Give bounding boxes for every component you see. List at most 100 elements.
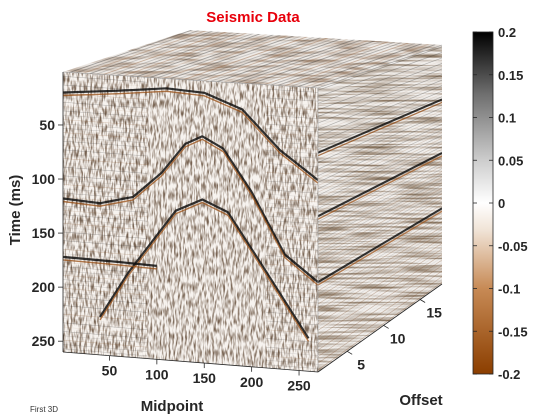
- side-layer-line: [318, 74, 442, 124]
- front-layer-line: [63, 236, 148, 244]
- top-streak-line: [304, 43, 429, 88]
- top-streak-line: [136, 33, 261, 78]
- side-layer-line: [318, 52, 442, 98]
- reflector-anticline-outer: [63, 135, 318, 283]
- side-layer-line: [318, 251, 442, 334]
- x-tick-label: 50: [102, 363, 118, 379]
- x-axis-label: Midpoint: [141, 398, 203, 415]
- front-layer-line: [63, 231, 148, 239]
- front-layer-line: [265, 228, 318, 233]
- colorbar-tick-label: 0.2: [498, 25, 516, 40]
- front-layer-line: [63, 223, 148, 231]
- front-layer-line: [265, 342, 318, 348]
- side-layer-line: [318, 146, 442, 209]
- side-layer-line: [318, 60, 442, 107]
- z-tick-label: 15: [426, 305, 442, 321]
- front-layer-line: [63, 344, 148, 352]
- reflector-flat-deep: [63, 255, 157, 267]
- y-tick-label: 250: [32, 333, 56, 349]
- z-tick-label: 10: [390, 330, 406, 346]
- top-streak-line: [103, 31, 228, 75]
- side-reflector-side-deep-trough: [318, 210, 442, 286]
- side-layer-line: [318, 68, 442, 117]
- chart-title: Seismic Data: [206, 9, 300, 26]
- front-layer-line: [265, 338, 318, 343]
- front-layer-line: [63, 102, 148, 109]
- side-layer-line: [318, 132, 442, 193]
- front-layer-line: [265, 154, 318, 159]
- front-layer-line: [265, 119, 318, 124]
- front-layer-line: [265, 123, 318, 128]
- front-layer-line: [63, 296, 148, 305]
- reflector-flat-deep-trough: [63, 259, 157, 270]
- top-streak-line: [257, 40, 382, 85]
- front-layer-line: [265, 224, 318, 229]
- side-layer-line: [318, 204, 442, 279]
- front-layer-line: [63, 253, 148, 261]
- front-layer-line: [265, 215, 318, 220]
- front-layer-line: [265, 198, 318, 203]
- front-layer-line: [63, 287, 148, 296]
- colorbar-tick-label: 0.05: [498, 153, 523, 168]
- z-axis-line: [317, 283, 443, 373]
- side-layer-line: [318, 187, 442, 259]
- front-layer-line: [265, 298, 318, 304]
- front-layer-line: [265, 346, 318, 352]
- front-layer-line: [265, 316, 318, 321]
- side-layer-line: [318, 121, 442, 180]
- front-layer-line: [265, 163, 318, 168]
- side-layer-line: [318, 96, 442, 150]
- front-layer-line: [63, 127, 148, 135]
- colorbar-ticks: 0.2 0.15 0.1 0.05 0 -0.05 -0.1 -0.15 -0.2: [473, 25, 528, 382]
- top-streak-line: [109, 31, 235, 76]
- side-layer-line: [318, 232, 442, 311]
- side-layer-line: [318, 237, 442, 318]
- side-layer-line: [318, 259, 442, 344]
- top-streak-line: [291, 42, 416, 87]
- front-layer-line: [265, 294, 318, 299]
- side-layer-line: [318, 126, 442, 186]
- top-streak-line: [203, 37, 329, 82]
- front-layer-line: [265, 351, 318, 356]
- side-layer-line: [318, 171, 442, 239]
- colorbar-tick-label: 0: [498, 196, 505, 211]
- y-axis-label: Time (ms): [7, 175, 24, 246]
- front-layer-line: [63, 339, 148, 348]
- top-streak-line: [129, 32, 255, 77]
- side-layer-line: [318, 124, 442, 183]
- side-reflector-side-strong-trough: [318, 155, 442, 220]
- x-ticks: 50 100 150 200 250: [102, 355, 311, 394]
- top-streak-line: [170, 35, 295, 80]
- side-layer-line: [318, 265, 442, 351]
- side-layer-line: [318, 63, 442, 111]
- front-layer-line: [63, 106, 148, 113]
- front-layer-line: [63, 244, 148, 252]
- front-layer-line: [265, 93, 318, 98]
- front-layer-line: [265, 110, 318, 115]
- front-layer-line: [63, 188, 148, 196]
- front-layer-line: [265, 360, 318, 365]
- top-streak-line: [89, 30, 214, 75]
- x-tick-label: 100: [145, 366, 169, 382]
- colorbar: 0.2 0.15 0.1 0.05 0 -0.05 -0.1 -0.15 -0.2: [472, 25, 528, 382]
- side-layer-line: [318, 168, 442, 236]
- front-layer-line: [265, 115, 318, 119]
- front-layer-line: [265, 202, 318, 207]
- side-layer-line: [318, 88, 442, 140]
- side-layer-line: [318, 165, 442, 232]
- side-layer-line: [318, 245, 442, 328]
- top-streak-line: [96, 30, 221, 75]
- side-layer-line: [318, 218, 442, 295]
- front-layer-line: [265, 167, 318, 172]
- front-layer-line: [265, 185, 318, 190]
- colorbar-tick-label: 0.15: [498, 68, 523, 83]
- top-streak-line: [123, 32, 248, 77]
- front-layer-line: [63, 162, 148, 170]
- front-layer-line: [265, 281, 318, 286]
- front-layer-line: [265, 329, 318, 334]
- top-streak-line: [244, 39, 369, 84]
- side-layer-line: [318, 256, 442, 341]
- front-layer-line: [265, 246, 318, 251]
- front-layer-line: [265, 250, 318, 255]
- side-layer-line: [318, 57, 442, 104]
